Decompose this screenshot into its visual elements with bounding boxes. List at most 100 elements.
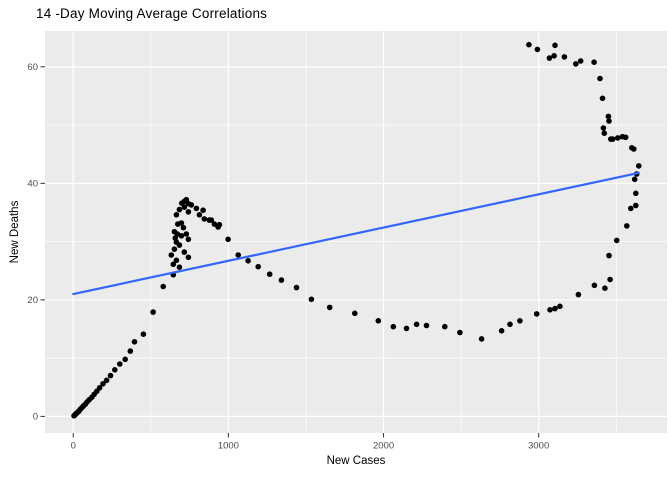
data-point [600, 125, 607, 131]
data-point [517, 318, 523, 324]
data-point [180, 224, 187, 231]
data-point [235, 252, 241, 258]
data-point [403, 325, 410, 332]
data-point [185, 236, 192, 243]
data-point [375, 318, 382, 324]
data-point [245, 258, 251, 264]
data-point [150, 309, 156, 315]
data-point [534, 46, 541, 53]
data-point [507, 321, 513, 328]
data-point [188, 202, 195, 208]
data-point [606, 118, 612, 124]
data-point [352, 310, 358, 317]
data-point [577, 58, 584, 64]
data-point [546, 55, 553, 61]
data-point [178, 233, 185, 239]
data-point [181, 249, 188, 255]
data-point [173, 257, 180, 264]
y-tick-label: 60 [27, 62, 38, 73]
chart-title: 14 -Day Moving Average Correlations [36, 6, 268, 21]
data-point [573, 61, 579, 67]
data-point [602, 285, 608, 292]
data-point [629, 145, 635, 151]
data-point [628, 205, 634, 212]
data-point [575, 291, 582, 298]
data-point [170, 261, 177, 268]
data-point [608, 136, 614, 142]
x-tick-label: 3000 [528, 441, 549, 452]
trend-line [72, 171, 640, 296]
data-point [293, 284, 300, 291]
data-point [201, 216, 208, 222]
data-point [605, 113, 612, 120]
data-point [607, 276, 613, 283]
data-point [103, 377, 110, 384]
data-point [390, 323, 397, 330]
data-point [498, 328, 505, 334]
data-point [552, 305, 558, 312]
data-point [591, 282, 598, 289]
data-point [552, 42, 558, 49]
data-point [173, 212, 180, 218]
data-point [208, 217, 215, 223]
data-point [181, 204, 188, 210]
data-point [140, 331, 147, 338]
data-point [615, 135, 621, 141]
data-point [112, 367, 118, 373]
data-point [591, 59, 597, 65]
plot-panel [45, 31, 667, 433]
x-tick-label: 0 [71, 441, 76, 452]
data-point [185, 209, 192, 215]
data-point [533, 311, 540, 317]
data-point [597, 75, 603, 82]
data-point [178, 220, 185, 226]
x-tick-label: 2000 [373, 441, 394, 452]
data-point [266, 271, 273, 278]
data-point [255, 263, 261, 270]
y-tick-label: 0 [33, 412, 38, 423]
data-point [193, 205, 200, 212]
data-point [131, 339, 138, 345]
data-point [457, 329, 463, 336]
data-point [168, 252, 175, 258]
data-point [326, 304, 333, 311]
data-point [547, 307, 553, 313]
data-point [176, 264, 183, 271]
data-point [442, 323, 448, 330]
y-axis-title: New Deaths [9, 200, 21, 264]
data-point [107, 372, 114, 379]
data-point [176, 242, 183, 248]
data-point [176, 206, 183, 213]
data-point [127, 348, 134, 354]
data-point [215, 224, 221, 230]
data-point [171, 246, 178, 252]
data-point [117, 361, 123, 367]
data-point [526, 41, 532, 48]
y-tick-label: 40 [27, 179, 38, 190]
data-point [308, 296, 315, 303]
data-point [624, 223, 630, 229]
data-point [633, 202, 639, 209]
data-point [561, 54, 568, 60]
data-point [613, 237, 620, 244]
data-point [225, 236, 231, 243]
data-point [413, 321, 420, 328]
data-point [606, 252, 612, 259]
data-point [636, 163, 642, 169]
data-point [619, 133, 626, 140]
data-point [278, 277, 285, 283]
data-point [100, 381, 106, 387]
data-point [631, 176, 638, 183]
data-point [601, 130, 608, 136]
data-point [423, 322, 430, 329]
data-point [160, 283, 166, 290]
data-point [633, 190, 639, 197]
data-point [478, 336, 485, 342]
data-point [551, 53, 557, 59]
x-axis-title: New Cases [326, 455, 386, 467]
x-tick-label: 1000 [218, 441, 239, 452]
data-point [96, 385, 103, 391]
data-point [185, 254, 192, 261]
